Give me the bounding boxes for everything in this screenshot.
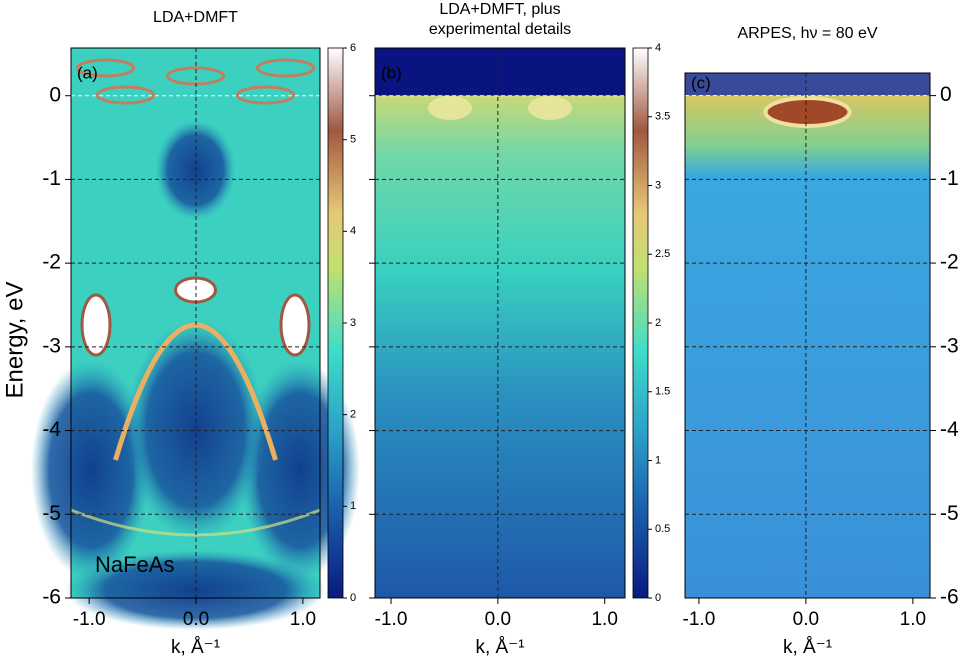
- plot-frame: [70, 47, 321, 599]
- colorbar-tick-label: 3: [350, 317, 356, 329]
- colorbar-tick-label: 5: [350, 134, 356, 146]
- heatmap-image: [763, 96, 852, 128]
- plot-frame: [374, 47, 626, 599]
- colorbar-tick-label: 3.5: [655, 111, 670, 123]
- y-tick-label: -3: [940, 334, 959, 357]
- chart-title: ARPES, hν = 80 eV: [737, 25, 877, 42]
- chart-title: LDA+DMFT, plus: [439, 1, 560, 18]
- x-axis-label: k, Å⁻¹: [783, 637, 832, 658]
- heatmap-image: [166, 66, 225, 86]
- colorbar-tick-label: 0.5: [655, 523, 670, 535]
- x-tick-label: 1.0: [900, 609, 926, 630]
- x-tick-label: -1.0: [683, 609, 716, 630]
- y-tick-label: 0: [940, 83, 952, 106]
- y-tick-label: -1: [42, 167, 61, 190]
- heatmap-image: [279, 293, 311, 357]
- heatmap-image: [155, 120, 236, 220]
- plot-frame: [684, 72, 931, 599]
- colorbar-tick-label: 1: [655, 454, 661, 466]
- heatmap-image: [375, 48, 625, 96]
- colorbar-tick-label: 6: [350, 42, 356, 54]
- heatmap-image: [80, 293, 112, 357]
- y-tick-label: -4: [940, 418, 959, 441]
- x-axis-label: k, Å⁻¹: [171, 637, 220, 658]
- x-tick-label: -1.0: [375, 609, 408, 630]
- heatmap-image: [236, 85, 295, 105]
- colorbar-tick-label: 2: [350, 409, 356, 421]
- heatmap-image: [113, 322, 278, 461]
- colorbar-tick-label: 2: [655, 317, 661, 329]
- colorbar: [327, 47, 344, 599]
- colorbar-tick-label: 2.5: [655, 248, 670, 260]
- panel-label: (a): [77, 63, 98, 82]
- y-tick-label: -5: [42, 502, 61, 525]
- heatmap-image: [685, 73, 930, 96]
- heatmap-image: [70, 508, 321, 537]
- colorbar-tick-label: 0: [350, 592, 356, 604]
- heatmap-image: [65, 550, 326, 630]
- y-tick-label: -1: [940, 167, 959, 190]
- x-axis-label: k, Å⁻¹: [475, 637, 524, 658]
- panel-label: (c): [691, 73, 711, 92]
- heatmap-image: [96, 85, 155, 105]
- heatmap-image: [528, 96, 572, 120]
- colorbar-tick-label: 1: [350, 500, 356, 512]
- colorbar-tick-label: 4: [655, 42, 661, 54]
- heatmap-image: [375, 95, 625, 599]
- heatmap-image: [125, 320, 266, 540]
- y-tick-label: -4: [42, 418, 61, 441]
- chart-title: LDA+DMFT: [153, 9, 238, 26]
- y-tick-label: 0: [49, 83, 61, 106]
- colorbar: [632, 47, 649, 599]
- annotation: NaFeAs: [95, 552, 174, 577]
- colorbar-tick-label: 3: [655, 179, 661, 191]
- heatmap-image: [256, 58, 315, 78]
- x-tick-label: 0.0: [793, 609, 819, 630]
- y-tick-label: -2: [42, 251, 61, 274]
- panel: -1.0 0.0 1.0 k, Å⁻¹ 0 -1 -2 -3 -4 -5 -6 ARPES, hν =…: [683, 25, 959, 658]
- panel: -1.0 0.0 1.0 k, Å⁻¹ 0 -1 -2 -3 -4 -5 -6 Energy, eV L…: [1, 9, 360, 658]
- colorbar-tick-label: 4: [350, 225, 356, 237]
- colorbar-tick-label: 1.5: [655, 386, 670, 398]
- y-axis-label: Energy, eV: [1, 282, 28, 399]
- y-tick-label: -2: [940, 251, 959, 274]
- x-tick-label: 1.0: [591, 609, 617, 630]
- y-tick-label: -5: [940, 502, 959, 525]
- x-tick-label: 1.0: [290, 609, 316, 630]
- y-tick-label: -6: [940, 586, 959, 609]
- panel-label: (b): [381, 63, 402, 82]
- x-tick-label: 0.0: [183, 609, 209, 630]
- heatmap-image: [174, 276, 217, 304]
- chart-title: experimental details: [429, 21, 571, 38]
- colorbar-tick-label: 0: [655, 592, 661, 604]
- heatmap-image: [76, 58, 135, 78]
- x-tick-label: -1.0: [73, 609, 106, 630]
- panel: -1.0 0.0 1.0 k, Å⁻¹ LDA+DMFT, plus experiment…: [369, 1, 670, 658]
- heatmap-image: [428, 96, 472, 120]
- y-tick-label: -6: [42, 586, 61, 609]
- x-tick-label: 0.0: [485, 609, 511, 630]
- y-tick-label: -3: [42, 334, 61, 357]
